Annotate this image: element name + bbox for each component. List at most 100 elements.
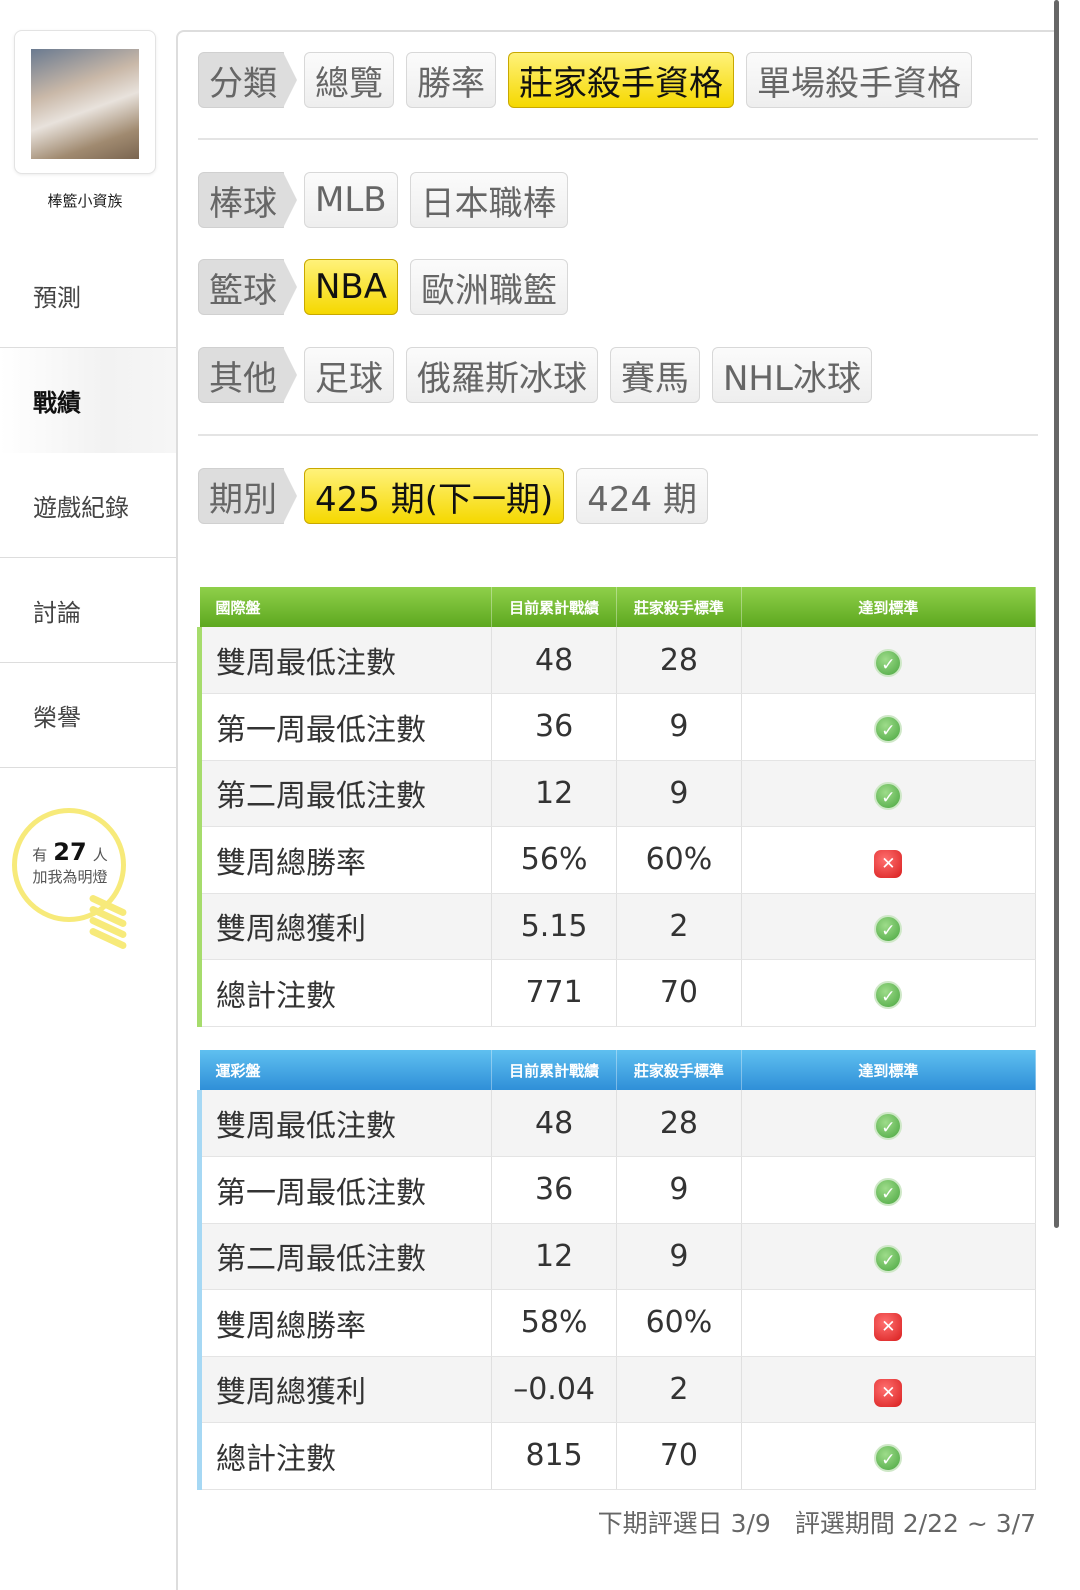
menu-item-record[interactable]: 戰績 <box>0 348 176 453</box>
table-row: 雙周最低注數 48 28 ✓ <box>196 627 1037 694</box>
table-row: 第二周最低注數 12 9 ✓ <box>196 1223 1037 1290</box>
row-label: 雙周總勝率 <box>196 1289 493 1357</box>
sidebar: 棒籃小資族 預測 戰績 遊戲紀錄 討論 榮譽 有 27 人 加我為明燈 <box>0 0 176 1584</box>
column-header: 達到標準 <box>741 1050 1037 1090</box>
current-value: 771 <box>491 959 618 1027</box>
table-header: 運彩盤 目前累計戰績 莊家殺手標準 達到標準 <box>199 1050 1037 1090</box>
standard-value: 2 <box>616 1356 742 1423</box>
status-cell: ✓ <box>741 760 1037 827</box>
table-row: 第一周最低注數 36 9 ✓ <box>196 1156 1037 1224</box>
current-value: 36 <box>491 1156 618 1224</box>
lightbulb-base-icon <box>88 893 128 952</box>
current-value: –0.04 <box>491 1356 618 1423</box>
check-icon: ✓ <box>874 648 903 677</box>
table-row: 雙周總獲利 5.15 2 ✓ <box>196 893 1037 960</box>
menu-item-game-log[interactable]: 遊戲紀錄 <box>0 453 176 558</box>
tab-win-rate[interactable]: 勝率 <box>406 52 496 108</box>
current-value: 12 <box>491 1223 618 1290</box>
cross-icon: ✕ <box>874 1312 903 1341</box>
row-label: 雙周總勝率 <box>196 826 493 894</box>
status-cell: ✓ <box>741 1090 1037 1157</box>
table-row: 第一周最低注數 36 9 ✓ <box>196 693 1037 761</box>
status-cell: ✕ <box>741 826 1037 894</box>
menu-item-discussion[interactable]: 討論 <box>0 558 176 663</box>
check-icon: ✓ <box>874 715 903 744</box>
status-cell: ✕ <box>741 1289 1037 1357</box>
status-cell: ✓ <box>741 1223 1037 1290</box>
check-icon: ✓ <box>874 781 903 810</box>
option-mlb[interactable]: MLB <box>304 172 398 228</box>
status-cell: ✓ <box>741 627 1037 694</box>
check-icon: ✓ <box>874 981 903 1010</box>
standard-value: 9 <box>616 693 742 761</box>
tab-overview[interactable]: 總覽 <box>304 52 394 108</box>
column-header: 達到標準 <box>741 587 1037 627</box>
fans-count[interactable]: 有 27 人 加我為明燈 <box>32 838 108 886</box>
period-label: 期別 <box>198 468 297 524</box>
international-table: 國際盤 目前累計戰績 莊家殺手標準 達到標準 雙周最低注數 48 28 ✓ 第一周最低注數 36 9… <box>196 587 1037 1027</box>
standard-value: 70 <box>616 959 742 1027</box>
period-filter: 期別 425 期(下一期) 424 期 <box>198 468 708 524</box>
row-label: 第一周最低注數 <box>196 1156 493 1224</box>
table-row: 雙周總獲利 –0.04 2 ✕ <box>196 1356 1037 1423</box>
tab-banker-killer[interactable]: 莊家殺手資格 <box>508 52 734 108</box>
option-horse-racing[interactable]: 賽馬 <box>610 347 700 403</box>
row-label: 總計注數 <box>196 959 493 1027</box>
standard-value: 28 <box>616 1090 742 1157</box>
basketball-filter: 籃球 NBA 歐洲職籃 <box>198 259 569 315</box>
current-value: 36 <box>491 693 618 761</box>
eval-period: 評選期間 2/22 ~ 3/7 <box>794 1509 1036 1538</box>
option-nhl[interactable]: NHL冰球 <box>712 347 872 403</box>
category-label: 分類 <box>198 52 297 108</box>
option-khl[interactable]: 俄羅斯冰球 <box>406 347 598 403</box>
table-title: 運彩盤 <box>199 1050 493 1090</box>
row-label: 第一周最低注數 <box>196 693 493 761</box>
row-label: 第二周最低注數 <box>196 1223 493 1290</box>
other-filter: 其他 足球 俄羅斯冰球 賽馬 NHL冰球 <box>198 347 872 403</box>
main-panel: 分類 總覽 勝率 莊家殺手資格 單場殺手資格 棒球 MLB 日本職棒 籃球 NB… <box>176 30 1056 1590</box>
check-icon: ✓ <box>874 914 903 943</box>
table-row: 雙周總勝率 58% 60% ✕ <box>196 1289 1037 1357</box>
status-cell: ✓ <box>741 693 1037 761</box>
option-period-424[interactable]: 424 期 <box>576 468 708 524</box>
current-value: 56% <box>491 826 618 894</box>
current-value: 815 <box>491 1422 618 1490</box>
table-title: 國際盤 <box>199 587 493 627</box>
status-cell: ✓ <box>741 1422 1037 1490</box>
standard-value: 9 <box>616 1156 742 1224</box>
tab-single-killer[interactable]: 單場殺手資格 <box>746 52 972 108</box>
status-cell: ✓ <box>741 959 1037 1027</box>
check-icon: ✓ <box>874 1111 903 1140</box>
next-eval-date: 下期評選日 3/9 <box>597 1509 771 1538</box>
divider <box>198 138 1038 140</box>
current-value: 58% <box>491 1289 618 1357</box>
basketball-label: 籃球 <box>198 259 297 315</box>
standard-value: 60% <box>616 826 742 894</box>
option-euro-basketball[interactable]: 歐洲職籃 <box>410 259 569 315</box>
option-soccer[interactable]: 足球 <box>304 347 394 403</box>
cross-icon: ✕ <box>874 1379 903 1408</box>
status-cell: ✓ <box>741 1156 1037 1224</box>
column-header: 莊家殺手標準 <box>616 587 742 627</box>
table-row: 雙周最低注數 48 28 ✓ <box>196 1090 1037 1157</box>
sports-lottery-table: 運彩盤 目前累計戰績 莊家殺手標準 達到標準 雙周最低注數 48 28 ✓ 第一周最低注數 36 9… <box>196 1050 1037 1490</box>
baseball-filter: 棒球 MLB 日本職棒 <box>198 172 568 228</box>
other-label: 其他 <box>198 347 297 403</box>
menu-item-predict[interactable]: 預測 <box>0 243 176 348</box>
avatar[interactable] <box>14 30 156 174</box>
category-filter: 分類 總覽 勝率 莊家殺手資格 單場殺手資格 <box>198 52 972 108</box>
table-row: 總計注數 771 70 ✓ <box>196 959 1037 1027</box>
check-icon: ✓ <box>874 1244 903 1273</box>
option-nba[interactable]: NBA <box>304 259 399 315</box>
row-label: 雙周總獲利 <box>196 1356 493 1423</box>
table-row: 總計注數 815 70 ✓ <box>196 1422 1037 1490</box>
row-label: 雙周總獲利 <box>196 893 493 960</box>
option-npb[interactable]: 日本職棒 <box>409 172 568 228</box>
column-header: 目前累計戰績 <box>491 587 618 627</box>
check-icon: ✓ <box>874 1444 903 1473</box>
check-icon: ✓ <box>874 1178 903 1207</box>
scrollbar[interactable] <box>1054 0 1059 1228</box>
current-value: 5.15 <box>491 893 618 960</box>
menu-item-honor[interactable]: 榮譽 <box>0 663 176 768</box>
option-period-425[interactable]: 425 期(下一期) <box>304 468 565 524</box>
